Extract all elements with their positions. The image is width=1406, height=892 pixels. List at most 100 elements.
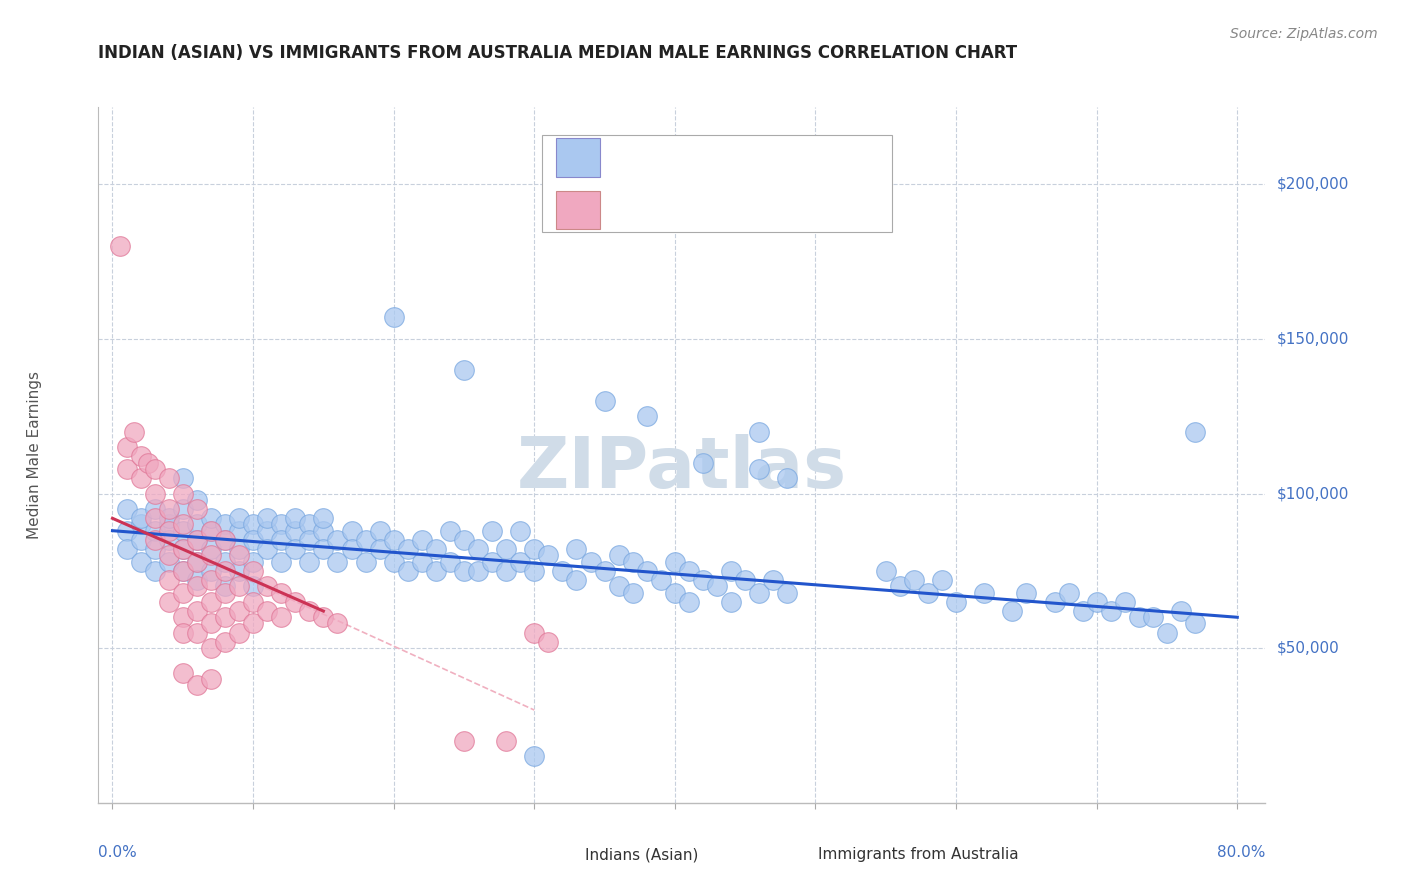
- Point: [256, 511, 278, 525]
- Point: [186, 517, 208, 532]
- Point: [551, 564, 574, 578]
- Point: [270, 533, 292, 547]
- Point: [354, 555, 377, 569]
- Point: [1001, 604, 1024, 618]
- Point: [115, 462, 138, 476]
- Text: R =  -0.357   N =  58: R = -0.357 N = 58: [614, 202, 773, 217]
- Point: [650, 573, 672, 587]
- Point: [136, 456, 159, 470]
- Point: [326, 616, 349, 631]
- Point: [284, 511, 307, 525]
- FancyBboxPatch shape: [541, 847, 571, 863]
- Point: [495, 734, 517, 748]
- Point: [326, 533, 349, 547]
- Point: [284, 524, 307, 538]
- Point: [720, 595, 742, 609]
- Point: [129, 471, 152, 485]
- Point: [143, 502, 166, 516]
- Point: [200, 573, 222, 587]
- Point: [214, 585, 236, 599]
- Point: [453, 363, 475, 377]
- Point: [411, 533, 433, 547]
- Point: [172, 665, 194, 680]
- Point: [368, 542, 391, 557]
- Point: [200, 524, 222, 538]
- Point: [157, 524, 180, 538]
- Point: [115, 524, 138, 538]
- Point: [172, 524, 194, 538]
- Point: [200, 641, 222, 656]
- Point: [129, 511, 152, 525]
- Point: [467, 542, 489, 557]
- FancyBboxPatch shape: [555, 138, 600, 177]
- Point: [143, 511, 166, 525]
- Point: [157, 573, 180, 587]
- Point: [143, 462, 166, 476]
- Point: [1099, 604, 1122, 618]
- Point: [917, 585, 939, 599]
- Point: [523, 749, 546, 764]
- Point: [122, 425, 145, 439]
- Point: [1184, 616, 1206, 631]
- Point: [523, 625, 546, 640]
- Point: [228, 511, 250, 525]
- Point: [298, 517, 321, 532]
- Point: [537, 549, 560, 563]
- Point: [186, 533, 208, 547]
- Text: $100,000: $100,000: [1277, 486, 1348, 501]
- Point: [298, 555, 321, 569]
- Point: [200, 549, 222, 563]
- Point: [312, 610, 335, 624]
- Point: [298, 604, 321, 618]
- Point: [214, 635, 236, 649]
- Point: [214, 533, 236, 547]
- Point: [509, 555, 531, 569]
- Point: [129, 517, 152, 532]
- Point: [108, 239, 131, 253]
- Point: [200, 524, 222, 538]
- Point: [214, 564, 236, 578]
- Point: [172, 585, 194, 599]
- Point: [875, 564, 897, 578]
- Point: [228, 604, 250, 618]
- Point: [411, 555, 433, 569]
- Point: [692, 456, 714, 470]
- Point: [931, 573, 953, 587]
- Point: [157, 511, 180, 525]
- Point: [186, 555, 208, 569]
- Point: [396, 542, 419, 557]
- Point: [270, 517, 292, 532]
- Point: [172, 542, 194, 557]
- Text: ZIPatlas: ZIPatlas: [517, 434, 846, 503]
- Point: [256, 579, 278, 593]
- Point: [143, 533, 166, 547]
- Point: [242, 595, 264, 609]
- Point: [495, 542, 517, 557]
- Point: [593, 564, 616, 578]
- Point: [157, 549, 180, 563]
- Point: [354, 533, 377, 547]
- Point: [326, 555, 349, 569]
- Point: [1128, 610, 1150, 624]
- Point: [186, 555, 208, 569]
- Text: Indians (Asian): Indians (Asian): [585, 847, 699, 863]
- Point: [1156, 625, 1178, 640]
- Point: [481, 524, 503, 538]
- Point: [1043, 595, 1066, 609]
- Point: [157, 517, 180, 532]
- Point: [242, 533, 264, 547]
- Point: [172, 564, 194, 578]
- Point: [172, 564, 194, 578]
- Point: [172, 502, 194, 516]
- Point: [453, 533, 475, 547]
- Point: [228, 549, 250, 563]
- Point: [678, 564, 700, 578]
- Point: [537, 635, 560, 649]
- Point: [1015, 585, 1038, 599]
- Point: [200, 511, 222, 525]
- Point: [467, 564, 489, 578]
- Point: [242, 616, 264, 631]
- Point: [115, 502, 138, 516]
- Point: [734, 573, 756, 587]
- Point: [172, 486, 194, 500]
